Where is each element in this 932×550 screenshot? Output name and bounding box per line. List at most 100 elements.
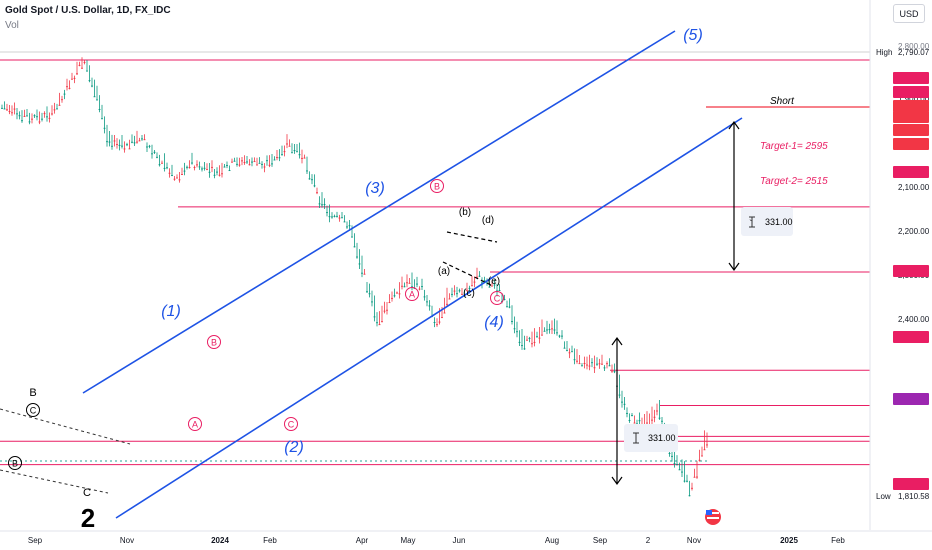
candle-body: [583, 362, 586, 364]
range-box-upper: [741, 207, 793, 236]
candle-body: [406, 282, 408, 284]
candle-body: [63, 93, 66, 95]
candle-body: [58, 104, 61, 106]
candle-body: [323, 204, 326, 206]
candle-body: [198, 166, 201, 168]
candle-body: [286, 143, 288, 145]
candle-body: [1, 107, 3, 109]
price-tag-12: 1,810.58: [898, 492, 930, 501]
candle-body: [161, 162, 163, 164]
candle-body: [233, 160, 236, 162]
candles: [1, 57, 708, 497]
candle-body: [216, 171, 218, 173]
y-tick-label: 1,900.00: [898, 95, 930, 104]
candle-body: [461, 293, 463, 295]
candle-body: [223, 166, 226, 168]
candle-body: [31, 118, 33, 120]
candle-body: [203, 167, 206, 169]
candle-body: [591, 362, 593, 364]
candle-body: [236, 163, 238, 165]
candle-body: [348, 225, 351, 227]
candle-body: [703, 449, 706, 451]
candle-body: [186, 166, 188, 168]
candle-body: [656, 410, 658, 412]
wave-label-5: (5): [683, 27, 703, 44]
candle-body: [636, 423, 638, 425]
candle-body: [448, 298, 451, 300]
candle-body: [473, 281, 476, 283]
candle-body: [61, 99, 63, 101]
candle-body: [3, 108, 6, 110]
circle-c-black-ring: [26, 403, 40, 417]
candle-body: [613, 371, 616, 373]
candle-body: [388, 302, 391, 304]
candle-body: [541, 334, 543, 336]
candle-body: [486, 282, 488, 284]
candle-body: [306, 170, 308, 172]
circle-b-2: B: [434, 182, 440, 192]
candle-body: [551, 328, 553, 330]
candle-body: [606, 363, 608, 365]
candle-body: [253, 161, 256, 163]
channel-lower-line: [115, 117, 743, 519]
candle-body: [676, 463, 678, 465]
price-tag-bg: [893, 138, 929, 150]
candle-body: [698, 459, 701, 461]
candle-body: [443, 312, 446, 314]
circle-c-1: C: [288, 420, 295, 430]
candle-body: [133, 142, 136, 144]
candle-body: [671, 455, 673, 457]
candle-body: [361, 272, 363, 274]
candle-body: [298, 154, 301, 156]
currency-button[interactable]: USD: [893, 4, 925, 23]
candle-body: [626, 412, 628, 414]
candle-body: [128, 148, 131, 150]
candle-body: [548, 329, 551, 331]
candle-body: [673, 463, 676, 465]
price-tag-bg: [893, 111, 929, 123]
candle-body: [453, 290, 456, 292]
candle-body: [328, 216, 331, 218]
subwave-e: (e): [488, 276, 500, 287]
candle-body: [48, 117, 51, 119]
wave-label-1: (1): [161, 303, 181, 320]
candle-body: [576, 360, 578, 362]
candle-body: [273, 159, 276, 161]
candle-body: [683, 480, 686, 482]
candle-body: [261, 163, 263, 165]
circle-b-1: B: [211, 338, 217, 348]
candle-body: [51, 113, 53, 115]
candle-body: [173, 178, 176, 180]
candle-body: [351, 236, 353, 238]
candle-body: [158, 164, 161, 166]
candle-body: [423, 296, 426, 298]
candle-body: [221, 173, 223, 175]
x-tick-label: Feb: [831, 536, 845, 545]
candle-body: [586, 364, 588, 366]
candle-body: [621, 401, 623, 403]
candle-body: [83, 61, 86, 63]
price-axis[interactable]: [869, 0, 929, 530]
candle-body: [516, 331, 518, 333]
candle-body: [43, 113, 46, 115]
candle-body: [433, 321, 436, 323]
candle-body: [343, 221, 346, 223]
candle-body: [618, 394, 621, 396]
candle-body: [446, 303, 448, 305]
candle-body: [468, 287, 471, 289]
candle-body: [398, 293, 401, 295]
candle-body: [561, 335, 563, 337]
candle-body: [451, 293, 453, 295]
candle-body: [108, 141, 111, 143]
candle-body: [136, 141, 138, 143]
candle-body: [188, 167, 191, 169]
range-arrow-upper-head-bottom: [728, 262, 740, 272]
x-tick-label: Sep: [593, 536, 608, 545]
candle-body: [326, 212, 328, 214]
y-tick-label: 2,100.00: [898, 183, 930, 192]
candle-body: [208, 171, 211, 173]
candle-body: [391, 297, 393, 299]
range-arrow-lower-head-top: [611, 336, 623, 346]
x-tick-label: 2024: [211, 536, 229, 545]
